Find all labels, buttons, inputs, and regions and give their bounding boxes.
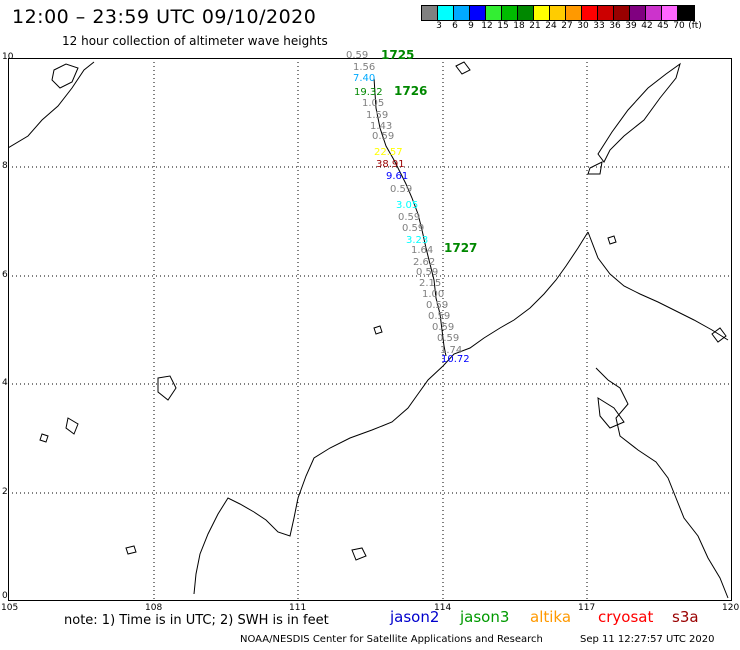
pass-time-label: 1725 xyxy=(381,48,415,62)
legend-swatch xyxy=(470,6,486,20)
legend-label: 33 xyxy=(593,21,605,31)
wave-height-value: 2.62 xyxy=(413,257,436,268)
wave-height-color-legend xyxy=(421,5,695,21)
wave-height-value: 0.59 xyxy=(398,212,421,223)
legend-swatch xyxy=(550,6,566,20)
satellite-track xyxy=(373,77,447,357)
wave-height-value: 1.59 xyxy=(366,110,389,121)
satellite-name-altika: altika xyxy=(530,608,572,626)
legend-swatch xyxy=(662,6,678,20)
wave-height-value: 7.40 xyxy=(353,73,376,84)
wave-height-value: 2.15 xyxy=(419,278,442,289)
longitude-tick-label: 117 xyxy=(578,603,596,613)
wave-height-value: 19.32 xyxy=(354,87,383,98)
wave-height-value: 1.00 xyxy=(422,289,445,300)
legend-swatch xyxy=(518,6,534,20)
legend-label: 70 xyxy=(673,21,685,31)
satellite-name-cryosat: cryosat xyxy=(598,608,654,626)
legend-label: 21 xyxy=(529,21,541,31)
pass-time-label: 1726 xyxy=(394,84,428,98)
generated-timestamp: Sep 11 12:27:57 UTC 2020 xyxy=(580,634,715,645)
legend-label: 3 xyxy=(436,21,442,31)
map-title: 12:00 – 23:59 UTC 09/10/2020 xyxy=(12,6,317,28)
longitude-tick-label: 114 xyxy=(434,603,452,613)
legend-label: 18 xyxy=(513,21,525,31)
pass-time-label: 1727 xyxy=(444,241,478,255)
legend-swatch xyxy=(454,6,470,20)
longitude-tick-label: 120 xyxy=(722,603,740,613)
legend-swatch xyxy=(438,6,454,20)
legend-swatch xyxy=(502,6,518,20)
wave-height-value: 1.43 xyxy=(370,121,393,132)
map-subtitle: 12 hour collection of altimeter wave hei… xyxy=(62,34,328,48)
wave-height-value: 0.59 xyxy=(432,322,455,333)
legend-label: (ft) xyxy=(688,21,702,31)
credit-line: NOAA/NESDIS Center for Satellite Applica… xyxy=(240,634,543,645)
legend-label: 36 xyxy=(609,21,621,31)
legend-swatch xyxy=(534,6,550,20)
wave-height-value: 3.23 xyxy=(406,235,429,246)
legend-swatch xyxy=(598,6,614,20)
wave-height-value: 0.59 xyxy=(428,311,451,322)
wave-height-value: 1.74 xyxy=(440,345,463,356)
legend-label: 12 xyxy=(481,21,493,31)
latitude-tick-label: 2 xyxy=(2,487,8,497)
longitude-tick-label: 111 xyxy=(289,603,307,613)
altimeter-map xyxy=(8,58,732,601)
legend-swatch xyxy=(614,6,630,20)
wave-height-value: 0.59 xyxy=(426,300,449,311)
legend-swatch xyxy=(566,6,582,20)
wave-height-value: 0.59 xyxy=(390,184,413,195)
wave-height-value: 0.59 xyxy=(372,131,395,142)
latitude-tick-label: 8 xyxy=(2,161,8,171)
legend-swatch xyxy=(630,6,646,20)
legend-label: 42 xyxy=(641,21,653,31)
legend-label: 39 xyxy=(625,21,637,31)
satellite-name-jason2: jason2 xyxy=(390,608,440,626)
legend-label: 9 xyxy=(468,21,474,31)
wave-height-value: 0.59 xyxy=(402,223,425,234)
latitude-tick-label: 4 xyxy=(2,378,8,388)
latitude-tick-label: 6 xyxy=(2,270,8,280)
wave-height-value: 9.61 xyxy=(386,171,409,182)
legend-swatch xyxy=(678,6,694,20)
satellite-name-s3a: s3a xyxy=(672,608,699,626)
coastlines xyxy=(8,61,729,599)
wave-height-value: 0.59 xyxy=(346,50,369,61)
legend-label: 15 xyxy=(497,21,509,31)
legend-label: 30 xyxy=(577,21,589,31)
legend-label: 24 xyxy=(545,21,557,31)
wave-height-value: 10.72 xyxy=(441,354,470,365)
wave-height-value: 22.57 xyxy=(374,147,403,158)
legend-label: 45 xyxy=(657,21,669,31)
map-frame xyxy=(8,58,732,601)
legend-swatch xyxy=(486,6,502,20)
wave-height-value: 3.05 xyxy=(396,200,419,211)
wave-height-value: 1.56 xyxy=(353,62,376,73)
wave-height-value: 1.64 xyxy=(411,245,434,256)
longitude-tick-label: 108 xyxy=(145,603,163,613)
footer-note: note: 1) Time is in UTC; 2) SWH is in fe… xyxy=(64,613,329,628)
graticule xyxy=(8,58,732,601)
satellite-name-jason3: jason3 xyxy=(460,608,510,626)
latitude-tick-label: 10 xyxy=(2,52,14,62)
longitude-tick-label: 105 xyxy=(1,603,19,613)
latitude-tick-label: 0 xyxy=(2,591,8,601)
legend-swatch xyxy=(646,6,662,20)
legend-swatch xyxy=(582,6,598,20)
legend-swatch xyxy=(422,6,438,20)
wave-height-value: 38.91 xyxy=(376,159,405,170)
wave-height-value: 0.59 xyxy=(416,267,439,278)
wave-height-value: 1.05 xyxy=(362,98,385,109)
wave-height-value: 0.59 xyxy=(437,333,460,344)
legend-label: 6 xyxy=(452,21,458,31)
legend-label: 27 xyxy=(561,21,573,31)
